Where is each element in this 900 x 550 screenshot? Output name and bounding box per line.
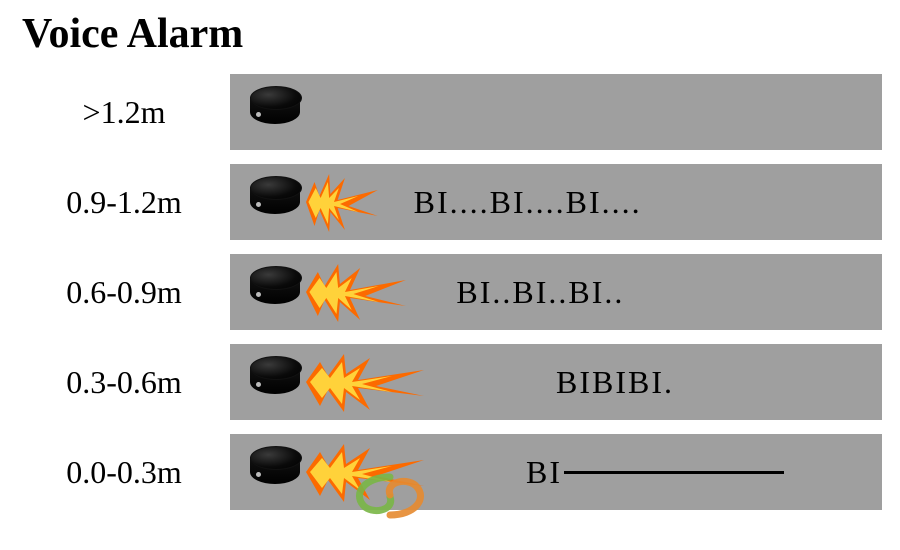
continuous-line (564, 471, 784, 474)
speaker-icon (244, 92, 308, 132)
flame-icon (306, 352, 426, 412)
flame-icon (306, 172, 400, 232)
alarm-row: 0.0-0.3m BI (18, 434, 882, 510)
alarm-row: 0.6-0.9m BI..BI..BI.. (18, 254, 882, 330)
voice-alarm-infographic: Voice Alarm >1.2m 0.9-1.2m BI.. (0, 0, 900, 550)
alarm-row: >1.2m (18, 74, 882, 150)
page-title: Voice Alarm (22, 10, 882, 58)
range-label: 0.6-0.9m (18, 274, 230, 311)
sound-pattern: BIBIBI. (426, 364, 882, 401)
rows-container: >1.2m 0.9-1.2m BI....BI....BI.... (18, 74, 882, 510)
sound-pattern: BI..BI..BI.. (416, 274, 882, 311)
range-label: 0.0-0.3m (18, 454, 230, 491)
range-label: 0.3-0.6m (18, 364, 230, 401)
range-label: 0.9-1.2m (18, 184, 230, 221)
speaker-icon (244, 362, 308, 402)
sound-pattern: BI....BI....BI.... (400, 184, 882, 221)
sound-pattern: BI (426, 454, 882, 491)
speaker-icon (244, 272, 308, 312)
alarm-row: 0.3-0.6m BIBIBI. (18, 344, 882, 420)
speaker-icon (244, 182, 308, 222)
flame-icon (306, 262, 416, 322)
flame-icon (306, 442, 426, 502)
alarm-bar: BI (230, 434, 882, 510)
range-label: >1.2m (18, 94, 230, 131)
alarm-bar: BIBIBI. (230, 344, 882, 420)
alarm-bar (230, 74, 882, 150)
alarm-row: 0.9-1.2m BI....BI....BI.... (18, 164, 882, 240)
alarm-bar: BI....BI....BI.... (230, 164, 882, 240)
speaker-icon (244, 452, 308, 492)
alarm-bar: BI..BI..BI.. (230, 254, 882, 330)
